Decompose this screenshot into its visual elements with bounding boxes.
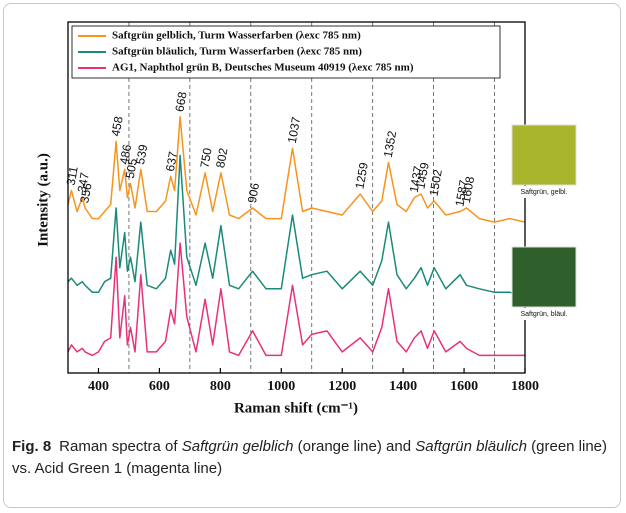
peak-label: 668	[172, 90, 189, 112]
caption-text: (orange line) and	[293, 438, 415, 455]
x-tick-label: 1800	[511, 379, 539, 394]
peak-label: 458	[108, 115, 125, 137]
x-tick-label: 800	[210, 379, 231, 394]
legend-label: Saftgrün bläulich, Turm Wasserfarben (λe…	[112, 46, 362, 58]
x-tick-label: 600	[149, 379, 170, 394]
x-tick-label: 1200	[328, 379, 356, 394]
x-tick-label: 1400	[389, 379, 417, 394]
peak-label: 750	[197, 147, 214, 169]
caption-text: Raman spectra of	[59, 438, 182, 455]
caption-text: Saftgrün bläulich	[415, 438, 527, 455]
page: Intensity (a.u.) Raman shift (cm⁻¹) 400 6…	[0, 0, 626, 513]
chart: Intensity (a.u.) Raman shift (cm⁻¹) 400 6…	[0, 0, 626, 430]
peak-label: 802	[213, 147, 230, 169]
peak-label: 906	[245, 182, 262, 204]
legend-label: Saftgrün gelblich, Turm Wasserfarben (λe…	[112, 30, 361, 42]
peak-label: 1608	[459, 175, 477, 204]
inset-swatch	[512, 247, 576, 307]
inset-swatch	[512, 125, 576, 185]
peak-label: 637	[163, 150, 180, 172]
legend-label: AG1, Naphthol grün B, Deutsches Museum 4…	[112, 62, 414, 74]
peak-label: 1037	[285, 115, 303, 144]
x-tick-label: 400	[88, 379, 109, 394]
inset-label: Saftgrün, gelbl.	[520, 189, 567, 196]
caption-label: Fig. 8	[12, 438, 51, 455]
x-axis-label: Raman shift (cm⁻¹)	[234, 400, 358, 416]
y-axis-label: Intensity (a.u.)	[35, 153, 51, 247]
caption-text: Saftgrün gelblich	[182, 438, 294, 455]
peak-label: 539	[133, 143, 150, 165]
peak-label: 1259	[352, 161, 370, 190]
peak-label: 356	[77, 182, 94, 204]
peak-label: 1352	[381, 129, 399, 158]
x-tick-label: 1600	[450, 379, 478, 394]
x-tick-label: 1000	[267, 379, 295, 394]
inset-label: Saftgrün, bläul.	[520, 311, 567, 318]
caption: Fig. 8 Raman spectra of Saftgrün gelblich…	[12, 436, 612, 480]
